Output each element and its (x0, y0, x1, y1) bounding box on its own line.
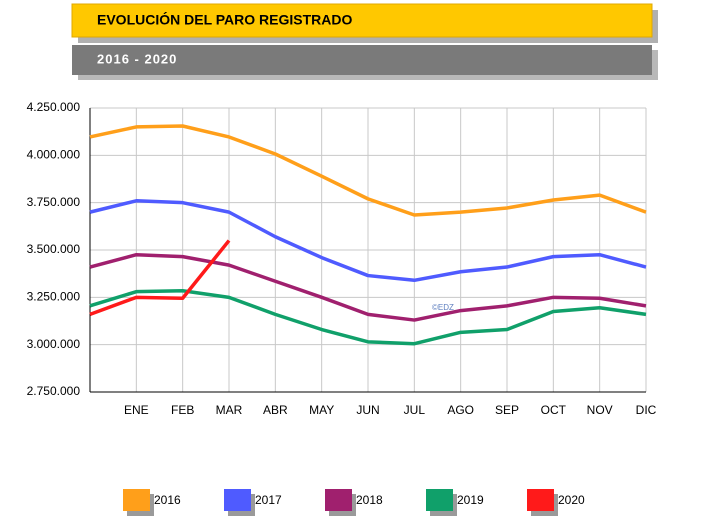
y-tick-label: 3.500.000 (27, 242, 81, 256)
x-tick-label: JUN (356, 403, 379, 417)
series-line (89, 199, 647, 283)
legend-label: 2017 (255, 493, 282, 507)
y-tick-label: 3.000.000 (27, 337, 81, 351)
x-tick-label: AGO (447, 403, 474, 417)
x-tick-label: MAY (309, 403, 334, 417)
chart-title: EVOLUCIÓN DEL PARO REGISTRADO (97, 11, 353, 28)
legend-label: 2020 (558, 493, 585, 507)
watermark: ©EDZ (432, 303, 454, 312)
x-tick-label: JUL (404, 403, 426, 417)
series-line (89, 239, 231, 317)
legend-swatch (224, 489, 251, 511)
x-tick-label: OCT (541, 403, 567, 417)
x-tick-label: SEP (495, 403, 519, 417)
subtitle-bar (72, 45, 652, 75)
legend-swatch (123, 489, 150, 511)
y-tick-label: 4.250.000 (27, 100, 81, 114)
chart-subtitle: 2016 - 2020 (97, 51, 177, 66)
x-tick-label: FEB (171, 403, 194, 417)
legend-swatch (527, 489, 554, 511)
legend-swatch (325, 489, 352, 511)
y-tick-label: 3.250.000 (27, 290, 81, 304)
x-tick-label: DIC (636, 403, 657, 417)
legend-swatch (426, 489, 453, 511)
legend-label: 2019 (457, 493, 484, 507)
x-tick-label: ABR (263, 403, 288, 417)
x-tick-label: NOV (587, 403, 613, 417)
legend-label: 2018 (356, 493, 383, 507)
series-line (89, 124, 647, 217)
y-tick-label: 2.750.000 (27, 384, 81, 398)
y-tick-label: 4.000.000 (27, 148, 81, 162)
x-tick-label: ENE (124, 403, 149, 417)
series-line (89, 252, 647, 322)
series-line (89, 288, 647, 346)
x-tick-label: MAR (216, 403, 243, 417)
y-tick-label: 3.750.000 (27, 195, 81, 209)
legend-label: 2016 (154, 493, 181, 507)
title-bar (71, 3, 653, 38)
